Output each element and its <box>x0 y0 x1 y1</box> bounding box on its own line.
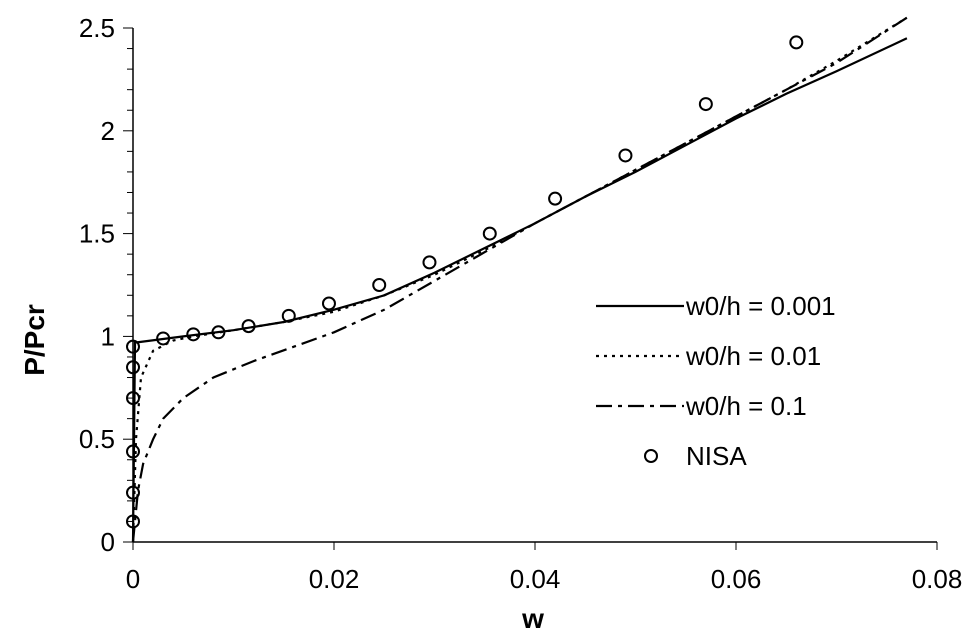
nisa-marker <box>126 485 140 500</box>
x-axis: 0 0.02 0.04 0.06 0.08 <box>126 541 963 594</box>
nisa-marker <box>126 391 140 406</box>
y-tick-label: 2.5 <box>79 13 115 43</box>
x-tick-label: 0.02 <box>309 564 360 594</box>
series-line-1 <box>131 16 908 543</box>
nisa-marker <box>126 339 140 354</box>
legend-label: NISA <box>686 441 747 471</box>
nisa-marker <box>156 331 171 346</box>
x-tick-label: 0 <box>126 564 140 594</box>
legend-label: w0/h = 0.001 <box>685 291 836 321</box>
nisa-marker <box>186 327 201 342</box>
nisa-marker <box>126 514 140 529</box>
x-tick-label: 0.08 <box>912 564 963 594</box>
y-tick-label: 2 <box>101 116 115 146</box>
y-tick-label: 1 <box>101 321 115 351</box>
y-tick-label: 0.5 <box>79 424 115 454</box>
x-tick-label: 0.04 <box>510 564 561 594</box>
y-tick-label: 0 <box>101 527 115 557</box>
nisa-marker <box>789 35 804 50</box>
nisa-marker <box>482 226 497 241</box>
y-axis-title: P/Pcr <box>19 304 50 376</box>
y-tick-label: 1.5 <box>79 219 115 249</box>
nisa-marker <box>126 360 140 375</box>
nisa-marker <box>126 444 140 459</box>
series-line-2 <box>131 16 908 543</box>
nisa-marker <box>281 308 296 323</box>
legend-marker-nisa <box>644 449 658 463</box>
legend-label: w0/h = 0.01 <box>685 341 821 371</box>
nisa-marker <box>698 97 713 112</box>
x-axis-title: w <box>521 603 544 634</box>
legend: w0/h = 0.001 w0/h = 0.01 w0/h = 0.1 NISA <box>596 291 836 471</box>
series-layer <box>126 16 908 543</box>
nisa-marker <box>321 296 336 311</box>
nisa-marker <box>548 191 563 206</box>
nisa-marker <box>241 319 256 334</box>
series-line-0 <box>131 37 908 543</box>
nisa-marker <box>372 278 387 292</box>
nisa-marker <box>618 148 633 163</box>
x-tick-label: 0.06 <box>711 564 762 594</box>
y-axis: 0 0.5 1 1.5 2 2.5 <box>79 13 134 557</box>
legend-label: w0/h = 0.1 <box>685 391 807 421</box>
nisa-marker <box>211 325 226 340</box>
nisa-marker <box>422 255 437 270</box>
